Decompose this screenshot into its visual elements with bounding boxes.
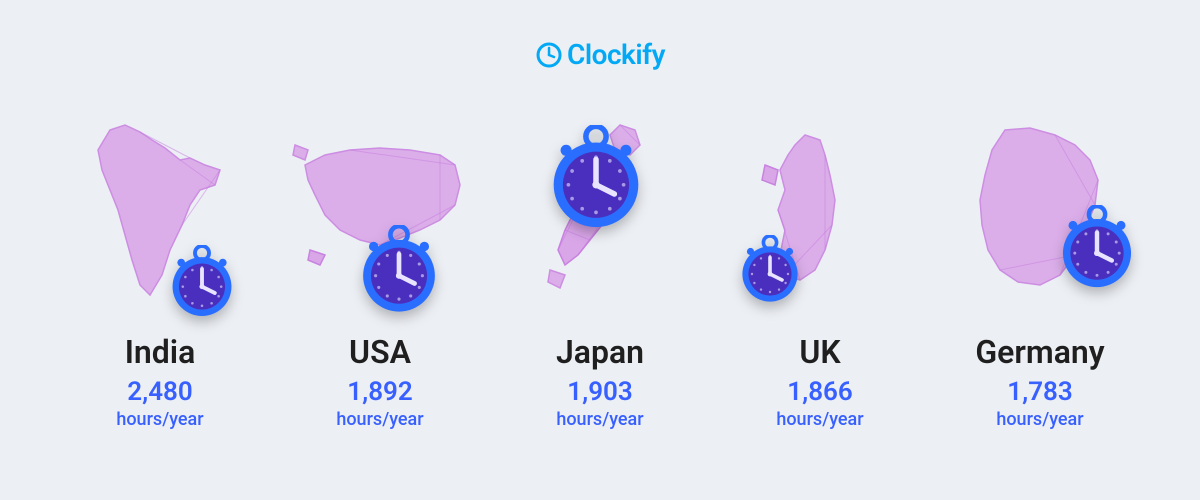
country-card: USA 1,892hours/year <box>280 105 480 430</box>
stopwatch-icon <box>550 125 642 239</box>
hours-unit: hours/year <box>996 409 1083 430</box>
brand-name: Clockify <box>567 38 665 71</box>
country-map <box>70 105 250 315</box>
country-card: Germany 1,783hours/year <box>940 105 1140 430</box>
country-name: USA <box>349 333 411 371</box>
country-map <box>730 105 910 315</box>
country-map <box>290 105 470 315</box>
hours-unit: hours/year <box>116 409 203 430</box>
stopwatch-icon <box>1060 205 1134 298</box>
country-map <box>950 105 1130 315</box>
country-card: Japan 1,903hours/year <box>500 105 700 430</box>
hours-unit: hours/year <box>556 409 643 430</box>
hours-value: 1,892 <box>347 377 413 407</box>
hours-value: 1,866 <box>787 377 853 407</box>
stopwatch-icon <box>740 235 800 311</box>
stopwatch-icon <box>170 245 234 326</box>
country-name: Germany <box>975 333 1104 371</box>
hours-value: 2,480 <box>127 377 193 407</box>
country-card: India 2,480hours/year <box>60 105 260 430</box>
hours-value: 1,783 <box>1007 377 1073 407</box>
country-name: Japan <box>556 333 644 371</box>
country-name: UK <box>799 333 840 371</box>
hours-value: 1,903 <box>567 377 633 407</box>
country-name: India <box>125 333 196 371</box>
brand-logo: Clockify <box>535 38 665 71</box>
clock-icon <box>535 41 563 69</box>
country-card: UK 1,866hours/year <box>720 105 920 430</box>
stopwatch-icon <box>360 225 438 323</box>
country-map <box>510 105 690 315</box>
hours-unit: hours/year <box>776 409 863 430</box>
hours-unit: hours/year <box>336 409 423 430</box>
countries-row: India2,480hours/year USA1,892hours/year … <box>0 105 1200 430</box>
